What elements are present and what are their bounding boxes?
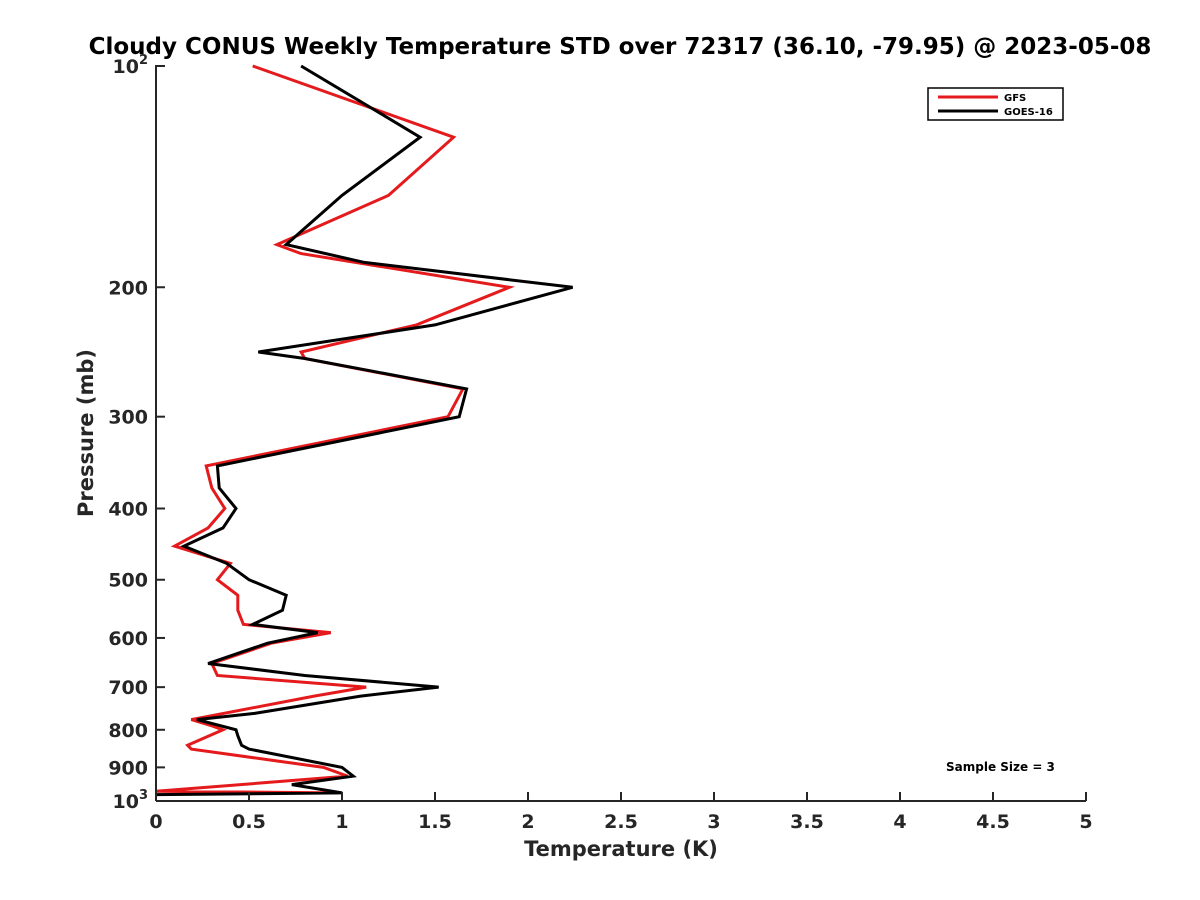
y-tick-label: 900: [108, 757, 148, 779]
series-line-gfs: [155, 64, 515, 795]
y-tick-label: 103: [113, 788, 149, 813]
x-tick-label: 4: [893, 811, 906, 833]
x-tick-label: 1: [335, 811, 348, 833]
y-axis-label: Pressure (mb): [74, 349, 98, 517]
x-tick-label: 3: [707, 811, 720, 833]
x-axis-label: Temperature (K): [524, 837, 718, 861]
legend-box: [927, 87, 1064, 121]
x-tick-label: 3.5: [790, 811, 824, 833]
x-tick-label: 2.5: [604, 811, 638, 833]
x-tick-label: 0: [149, 811, 162, 833]
x-ticks: 0 0.5 1 1.5 2 2.5 3 3.5 4 4.5 5: [149, 792, 1093, 833]
legend-label-goes: GOES-16: [1004, 107, 1053, 118]
chart-title: Cloudy CONUS Weekly Temperature STD over…: [89, 34, 1152, 60]
x-tick-label: 2: [521, 811, 534, 833]
y-tick-label: 200: [108, 277, 148, 299]
y-tick-label: 600: [108, 628, 148, 650]
legend: GFS GOES-16: [927, 87, 1064, 121]
y-tick-label: 400: [108, 499, 148, 521]
series-line-goes-16: [155, 64, 573, 797]
y-ticks: 102 200 300 400 500 600 700 800 900 103: [108, 53, 165, 813]
sample-size-annotation: Sample Size = 3: [946, 760, 1055, 774]
x-tick-label: 4.5: [976, 811, 1010, 833]
x-tick-label: 0.5: [232, 811, 266, 833]
y-tick-label: 500: [108, 570, 148, 592]
legend-label-gfs: GFS: [1004, 93, 1026, 104]
y-tick-label: 700: [108, 677, 148, 699]
x-tick-label: 1.5: [418, 811, 452, 833]
y-tick-label: 800: [108, 720, 148, 742]
y-tick-label: 300: [108, 407, 148, 429]
series-layer: [155, 64, 573, 797]
y-tick-label: 102: [113, 53, 149, 78]
x-tick-label: 5: [1079, 811, 1092, 833]
